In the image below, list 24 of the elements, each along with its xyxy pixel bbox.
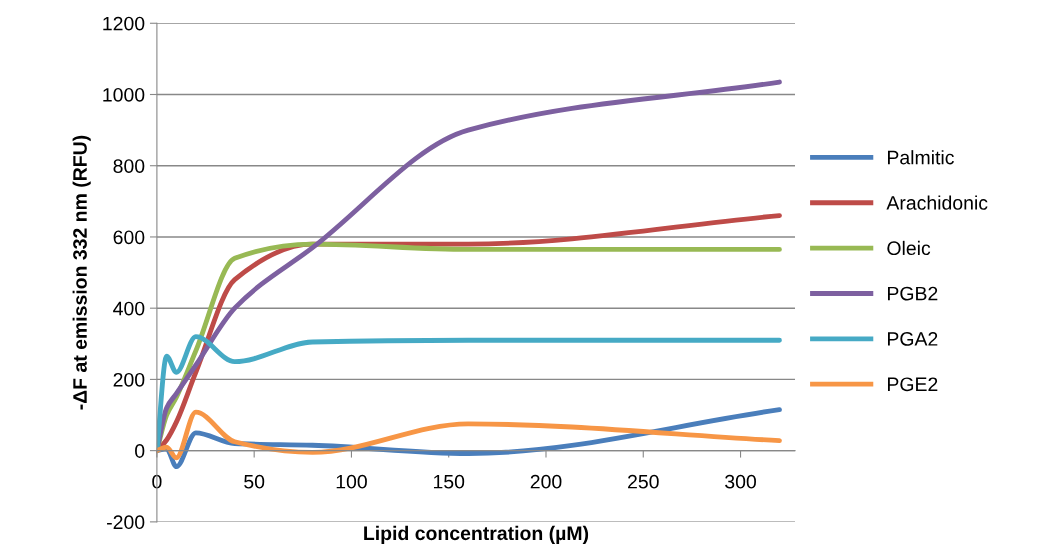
x-tick-label: 0 (152, 474, 162, 489)
x-tick-label: 100 (336, 474, 367, 489)
legend-label: PGA2 (888, 332, 938, 346)
x-tick-label: 50 (244, 474, 265, 489)
line-series (156, 409, 782, 461)
y-tick-label: 1000 (103, 87, 145, 102)
y-tick-label: 600 (113, 230, 145, 245)
legend-label: PGE2 (888, 377, 938, 392)
y-tick-label: 0 (135, 444, 145, 458)
y-tick-label: 800 (113, 159, 145, 173)
x-axis-title: Lipid concentration (µM) (364, 525, 589, 544)
x-tick-label: 200 (530, 474, 562, 489)
x-tick-label: 250 (628, 474, 659, 489)
y-tick-label: 200 (113, 372, 145, 387)
legend-label: PGB2 (888, 286, 938, 301)
y-axis-title: -ΔF at emission 332 nm (RFU) (72, 135, 91, 410)
y-tick-label: 1200 (103, 16, 145, 31)
x-tick-label: 300 (725, 474, 756, 489)
y-tick-label: -200 (107, 515, 145, 530)
y-tick-label: 400 (113, 301, 145, 316)
x-tick-label: 150 (433, 474, 465, 489)
legend-label: Palmitic (888, 150, 954, 165)
legend-label: Oleic (887, 240, 931, 256)
legend-label: Arachidonic (886, 195, 988, 210)
